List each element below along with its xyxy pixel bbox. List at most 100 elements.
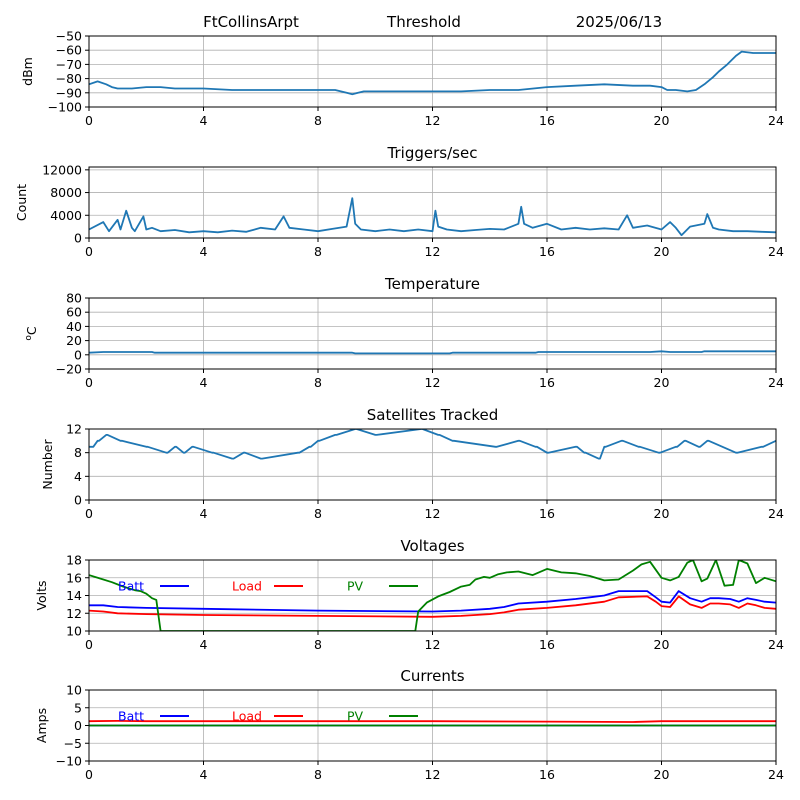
x-tick-label: 4	[200, 113, 208, 128]
x-tick-label: 20	[654, 113, 670, 128]
x-tick-label: 12	[425, 244, 441, 259]
x-tick-label: 24	[768, 375, 784, 390]
series-line-batt	[89, 590, 776, 613]
x-tick-label: 16	[539, 506, 555, 521]
y-tick-label: 80	[66, 291, 82, 306]
x-tick-label: 4	[200, 767, 208, 782]
y-axis-label: Volts	[34, 580, 49, 610]
y-axis-label-unit: C	[24, 326, 39, 335]
chart-panel-5: 0 4 8 12 16 20 24 −10 −5 0 5 10 Amps Currents Batt Load…	[34, 667, 784, 782]
x-tick-label: 12	[425, 767, 441, 782]
y-tick-label: 10	[66, 683, 82, 698]
grid	[88, 297, 777, 370]
series-group	[89, 720, 776, 727]
y-tick-label: 60	[66, 305, 82, 320]
x-tick-label: 24	[768, 767, 784, 782]
y-tick-label: −20	[56, 362, 82, 377]
y-tick-label: 12000	[42, 162, 82, 177]
x-tick-label: 16	[539, 113, 555, 128]
x-tick-label: 8	[314, 113, 322, 128]
y-tick-label: −50	[56, 29, 82, 44]
chart-title: Triggers/sec	[387, 144, 478, 162]
y-tick-label: −70	[56, 57, 82, 72]
y-axis-label: oC	[24, 326, 39, 341]
y-tick-label: −5	[64, 736, 82, 751]
chart-title: Currents	[400, 667, 464, 685]
legend: Batt Load PV	[118, 579, 418, 594]
series-group	[89, 429, 776, 460]
x-tick-label: 16	[539, 375, 555, 390]
series-line-load	[89, 595, 776, 618]
legend-label-batt: Batt	[118, 709, 144, 724]
legend-label-batt: Batt	[118, 579, 144, 594]
x-tick-label: 8	[314, 767, 322, 782]
x-tick-label: 4	[200, 637, 208, 652]
x-tick-label: 24	[768, 244, 784, 259]
legend-label-pv: PV	[347, 709, 364, 724]
chart-title: Satellites Tracked	[367, 406, 498, 424]
series-group	[89, 197, 776, 237]
x-tick-label: 0	[85, 637, 93, 652]
chart-panel-4: 0 4 8 12 16 20 24 10 12 14 16 18 Volts Voltages Batt Lo…	[34, 537, 784, 652]
y-tick-label: 18	[66, 553, 82, 568]
series-line-0	[89, 350, 776, 355]
x-tick-label: 16	[539, 767, 555, 782]
series-line-load	[89, 720, 776, 723]
y-tick-label: −100	[48, 100, 82, 115]
x-tick-label: 0	[85, 244, 93, 259]
x-tick-label: 20	[654, 637, 670, 652]
x-tick-label: 12	[425, 113, 441, 128]
y-tick-label: 0	[74, 347, 82, 362]
header-mode: Threshold	[386, 13, 461, 31]
series-line-0	[89, 197, 776, 237]
y-axis-label: dBm	[20, 57, 35, 86]
legend-label-load: Load	[232, 709, 262, 724]
y-tick-label: 16	[66, 570, 82, 585]
grid	[88, 428, 777, 501]
y-tick-label: 10	[66, 624, 82, 639]
y-tick-label: 5	[74, 700, 82, 715]
y-tick-label: −90	[56, 85, 82, 100]
x-tick-label: 0	[85, 375, 93, 390]
x-tick-label: 8	[314, 637, 322, 652]
legend: Batt Load PV	[118, 709, 418, 724]
x-tick-label: 20	[654, 244, 670, 259]
y-tick-label: 0	[74, 231, 82, 246]
y-tick-label: 4	[74, 469, 82, 484]
x-tick-label: 20	[654, 767, 670, 782]
grid	[88, 35, 777, 108]
series-line-0	[89, 429, 776, 460]
x-tick-label: 0	[85, 113, 93, 128]
grid	[88, 559, 777, 632]
header-station: FtCollinsArpt	[203, 13, 299, 31]
series-group	[89, 50, 776, 96]
x-tick-label: 8	[314, 506, 322, 521]
chart-title: Voltages	[400, 537, 464, 555]
y-axis-label: Number	[40, 439, 55, 490]
x-tick-label: 4	[200, 506, 208, 521]
y-tick-label: 4000	[50, 208, 82, 223]
y-tick-label: 0	[74, 493, 82, 508]
y-tick-label: 12	[66, 606, 82, 621]
y-tick-label: 12	[66, 422, 82, 437]
chart-panel-3: 0 4 8 12 16 20 24 0 4 8 12 Number Satellites Tracked	[40, 406, 784, 521]
x-tick-label: 20	[654, 506, 670, 521]
y-tick-label: −10	[56, 754, 82, 769]
series-group	[89, 560, 776, 631]
x-tick-label: 16	[539, 637, 555, 652]
legend-label-load: Load	[232, 579, 262, 594]
header-date: 2025/06/13	[576, 13, 662, 31]
x-tick-label: 0	[85, 767, 93, 782]
y-axis-label: Count	[14, 184, 29, 221]
y-tick-label: 40	[66, 319, 82, 334]
y-tick-label: 8	[74, 445, 82, 460]
x-tick-label: 8	[314, 375, 322, 390]
chart-title: Temperature	[384, 275, 480, 293]
chart-panel-0: 0 4 8 12 16 20 24 −100−90−80−70−60−50 dBm	[20, 29, 784, 129]
x-tick-label: 24	[768, 113, 784, 128]
x-tick-label: 12	[425, 375, 441, 390]
x-tick-label: 12	[425, 637, 441, 652]
